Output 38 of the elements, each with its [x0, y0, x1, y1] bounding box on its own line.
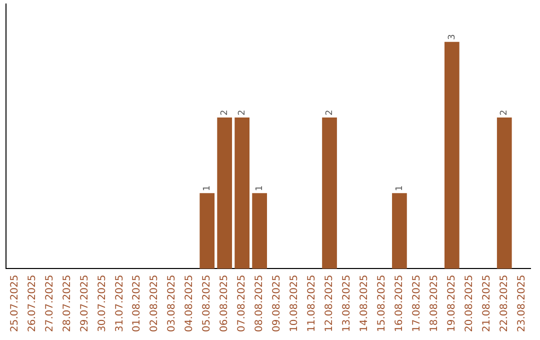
- x-tick-label: 18.08.2025: [429, 274, 440, 332]
- x-tick-label: 09.08.2025: [272, 274, 283, 332]
- x-tick-label: 08.08.2025: [254, 274, 266, 332]
- x-tick-label: 06.08.2025: [219, 274, 230, 332]
- x-tick-label: 12.08.2025: [324, 274, 336, 332]
- data-label: 2: [500, 110, 510, 116]
- x-tick-label: 28.07.2025: [62, 274, 73, 332]
- x-tick-label: 02.08.2025: [149, 274, 160, 332]
- x-tick-label: 16.08.2025: [394, 274, 406, 332]
- x-tick-label: 25.07.2025: [9, 274, 20, 332]
- x-tick-label: 05.08.2025: [202, 274, 213, 332]
- x-tick-label: 20.08.2025: [464, 274, 475, 332]
- x-tick-label: 27.07.2025: [44, 274, 56, 332]
- x-tick-label: 26.07.2025: [26, 274, 38, 332]
- x-tick-label: 01.08.2025: [132, 274, 143, 332]
- x-tick-label: 30.07.2025: [96, 274, 108, 332]
- data-label: 2: [324, 110, 335, 116]
- x-tick-label: 10.08.2025: [289, 274, 300, 332]
- x-tick-label: 29.07.2025: [79, 274, 90, 332]
- x-tick-label: 23.08.2025: [516, 274, 528, 332]
- x-tick-label: 15.08.2025: [376, 274, 388, 332]
- data-label: 2: [237, 110, 248, 116]
- x-tick-label: 22.08.2025: [498, 274, 510, 332]
- x-tick-label: 03.08.2025: [166, 274, 178, 332]
- x-tick-label: 07.08.2025: [236, 274, 248, 332]
- x-tick-label: 11.08.2025: [306, 274, 318, 332]
- x-tick-label: 14.08.2025: [359, 274, 370, 332]
- data-label: 2: [220, 110, 230, 116]
- x-tick-label: 17.08.2025: [412, 274, 423, 332]
- x-tick-label: 31.07.2025: [114, 274, 126, 332]
- x-tick-label: 21.08.2025: [481, 274, 492, 332]
- data-label: 1: [394, 185, 405, 192]
- data-label: 1: [202, 185, 212, 192]
- data-label: 3: [447, 34, 458, 40]
- x-tick-label: 04.08.2025: [184, 274, 196, 332]
- x-tick-label: 13.08.2025: [342, 274, 353, 332]
- data-label: 1: [254, 185, 265, 192]
- x-tick-label: 19.08.2025: [446, 274, 458, 332]
